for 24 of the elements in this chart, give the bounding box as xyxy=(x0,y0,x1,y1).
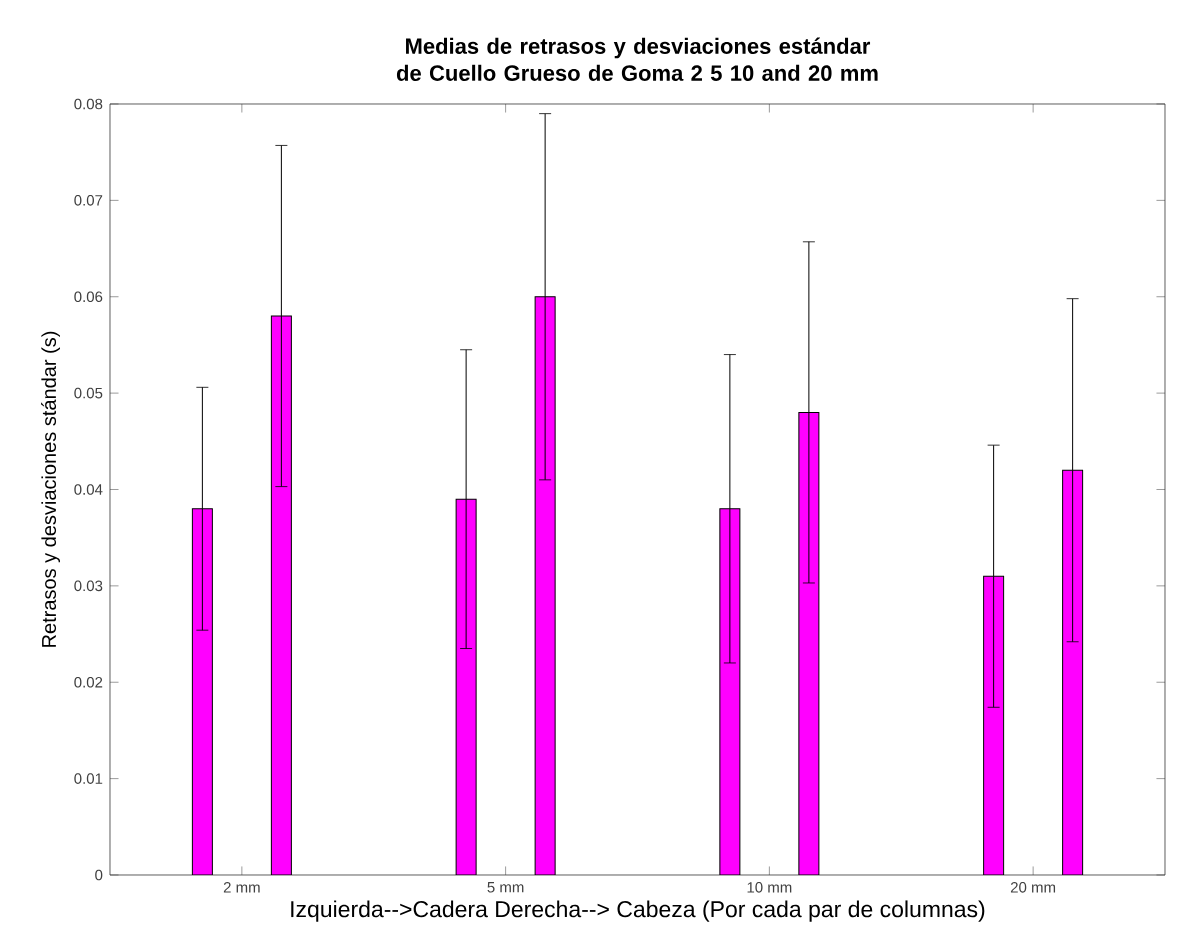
x-tick-label: 2 mm xyxy=(223,882,260,893)
y-tick-label: 0.08 xyxy=(74,98,103,110)
y-tick-label: 0 xyxy=(95,869,103,881)
y-tick-label: 0.04 xyxy=(74,484,103,495)
x-axis-title: Izquierda-->Cadera Derecha--> Cabeza (Por cada par de columnas) xyxy=(291,900,985,922)
y-tick-label: 0.01 xyxy=(74,773,103,784)
bar xyxy=(1062,469,1084,875)
x-tick-label: 5 mm xyxy=(487,882,524,893)
bar xyxy=(798,411,820,875)
y-tick-label: 0.03 xyxy=(74,580,103,592)
bar xyxy=(534,296,556,875)
chart-title: Medias de retrasos y desviaciones estándar de Cuello Grueso de Goma 2 5 10 and 20 mm xyxy=(396,37,878,81)
bar xyxy=(455,498,477,875)
y-tick-label: 0.02 xyxy=(74,676,103,688)
bar xyxy=(983,575,1005,875)
y-tick-label: 0.07 xyxy=(74,195,103,206)
x-tick-label: 20 mm xyxy=(1010,882,1056,893)
bar xyxy=(719,508,741,875)
bar xyxy=(270,315,292,875)
y-tick-label: 0.06 xyxy=(74,291,103,303)
y-tick-label: 0.05 xyxy=(74,387,103,399)
x-tick-label: 10 mm xyxy=(747,882,792,893)
y-axis-title: Retrasos y desviaciones stándar (s) xyxy=(41,331,60,647)
bar xyxy=(191,508,213,875)
